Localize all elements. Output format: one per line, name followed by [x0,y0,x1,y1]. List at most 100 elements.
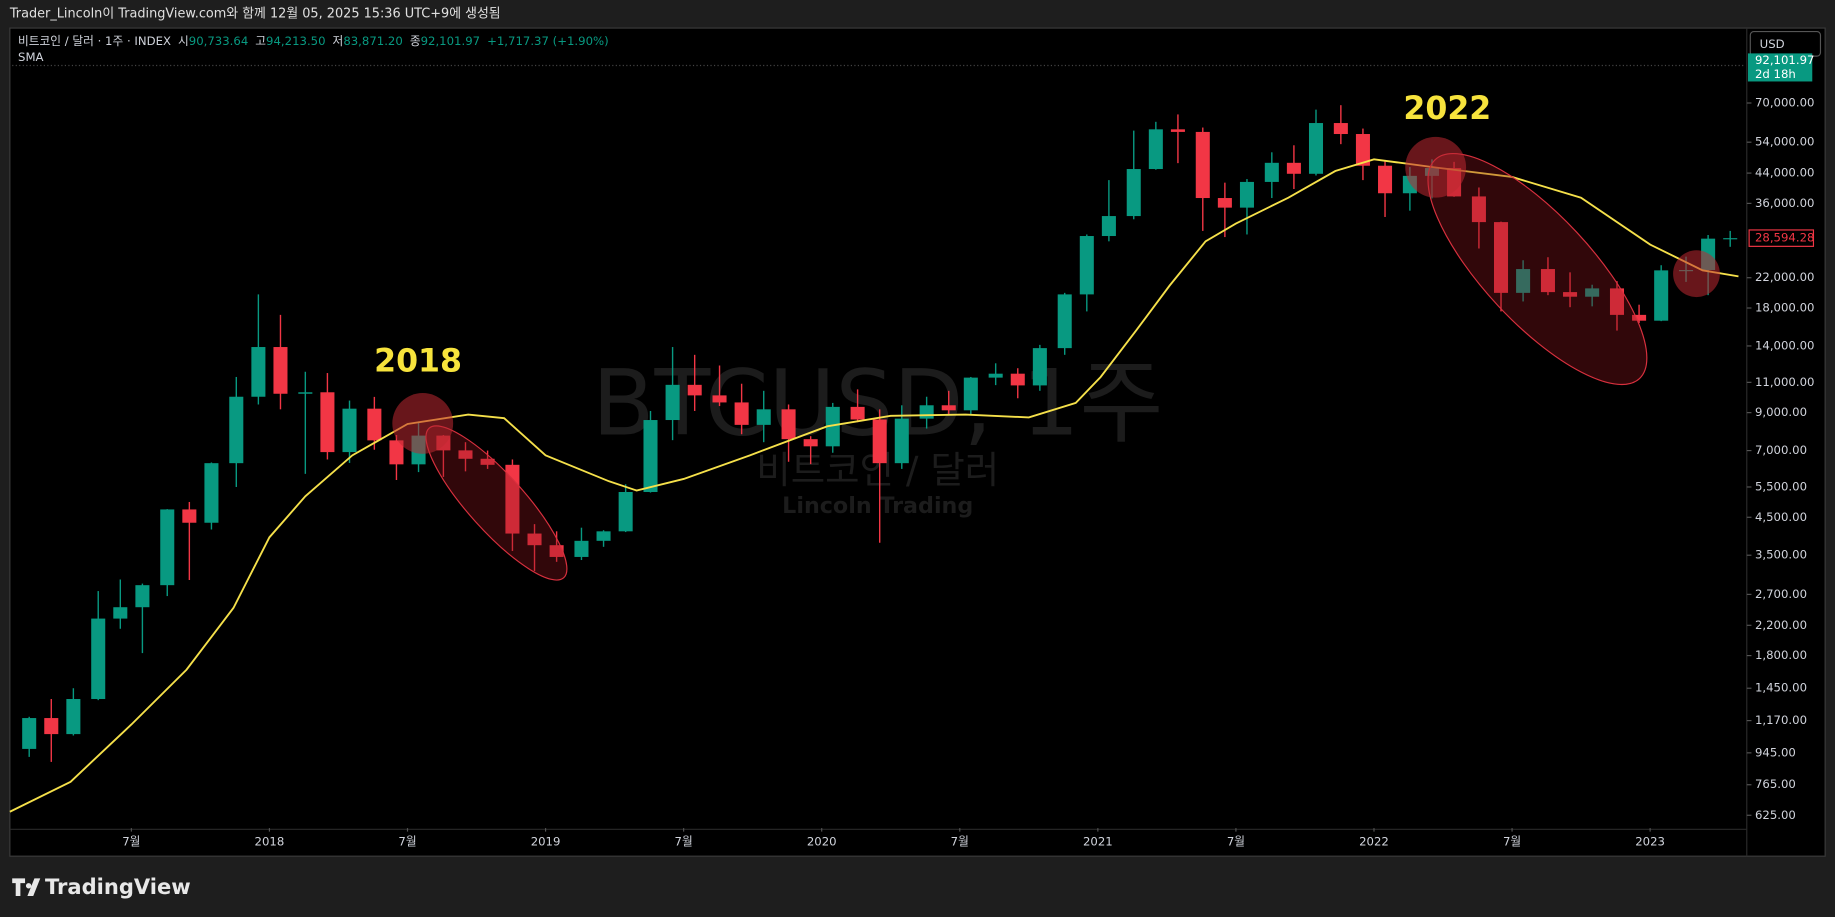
legend-label: 시 [178,33,189,47]
y-tick-label: 9,000.00 [1755,405,1807,419]
plot [9,105,1739,813]
candle-body [1563,292,1578,297]
candle-body [687,384,702,396]
y-tick-label: 765.00 [1755,777,1796,791]
y-tick-label: 22,000.00 [1755,270,1814,284]
candle-body [1264,162,1279,182]
candle-body [1101,216,1116,237]
candle-body [1010,373,1025,386]
candle-body [1378,165,1393,194]
y-tick-label: 1,170.00 [1755,713,1807,727]
y-tick-label: 44,000.00 [1755,166,1814,180]
candle-body [941,405,956,411]
chart-panel [9,27,1826,857]
candle-body [574,540,589,557]
y-tick-label: 14,000.00 [1755,338,1814,352]
candle-body [298,392,313,394]
y-tick-label: 1,450.00 [1755,681,1807,695]
candle-body [1723,238,1738,240]
candle-body [251,347,266,397]
candle-body [135,585,150,608]
candle-body [1217,198,1232,208]
candle-body [367,408,382,441]
candle-body [389,440,404,465]
currency-label[interactable]: USD [1760,37,1785,51]
y-tick-label: 11,000.00 [1755,375,1814,389]
legend-change: +1,717.37 (+1.90%) [487,33,609,47]
candle-body [665,384,680,421]
annotation: 2022 [1403,91,1491,127]
logo-icon [12,878,41,896]
candle-body [1632,314,1647,321]
candle-body [1195,131,1210,199]
x-tick-label: 2022 [1359,835,1389,849]
countdown: 2d 18h [1755,67,1796,81]
legend-value: 83,871.20 [343,33,402,47]
candle-body [66,699,81,735]
x-tick-label: 7월 [398,835,416,849]
candle-body [1516,269,1531,293]
x-tick-label: 7월 [1227,835,1245,849]
y-tick-label: 7,000.00 [1755,443,1807,457]
last-price-box [1747,53,1813,82]
candle-body [1540,269,1555,293]
candle-body [1286,162,1301,174]
brand: TradingView [45,874,191,899]
candle-body [91,618,106,700]
candle-body [204,463,219,523]
y-tick-label: 2,200.00 [1755,618,1807,632]
y-tick-label: 54,000.00 [1755,135,1814,149]
drawings [392,136,1720,581]
candle-body [1239,181,1254,208]
candle-body [1032,348,1047,386]
candle-body [712,395,727,403]
candle-body [527,533,542,546]
legend-label: 고 [255,33,266,47]
candle-body [1471,196,1486,223]
y-tick-label: 18,000.00 [1755,301,1814,315]
candle-body [1493,222,1509,293]
candle-body [113,607,128,619]
x-tick-label: 2021 [1083,835,1113,849]
candle-body [1654,270,1669,321]
candle-body [458,450,473,459]
candle-body [596,531,611,541]
legend-label: 저 [333,33,344,47]
candle-body [480,458,495,465]
x-tick-label: 7월 [122,835,140,849]
candle-body [781,409,796,440]
x-tick-label: 2019 [531,835,561,849]
x-tick-label: 7월 [1503,835,1521,849]
candle-body [229,396,244,464]
sma-line [9,158,1739,813]
header-text: Trader_Lincoln이 TradingView.com와 함께 12월 … [9,7,501,22]
annotation: 2018 [374,344,462,380]
marker-price-box [1748,229,1815,247]
footer: TradingView [12,874,191,899]
candle-body [643,420,658,493]
y-tick-label: 36,000.00 [1755,196,1814,210]
y-tick-label: 2,700.00 [1755,587,1807,601]
candle-body [320,392,335,453]
candle-body [618,492,633,532]
candle-body [850,406,865,420]
x-tick-label: 7월 [675,835,693,849]
highlight-circle [392,393,454,454]
indicator-name: SMA [18,50,44,64]
x-tick-label: 2020 [807,835,837,849]
candle-body [894,418,909,464]
legend-label: 종 [410,33,421,47]
candle-body [1585,288,1600,297]
legend: 비트코인 / 달러 · 1주 · INDEX 시90,733.64 고94,213.… [18,33,609,47]
y-tick-label: 4,500.00 [1755,510,1807,524]
legend-value: 90,733.64 [189,33,248,47]
x-tick-label: 2018 [255,835,285,849]
candle-body [1333,123,1348,135]
candle-body [1148,129,1163,170]
candle-body [872,419,887,464]
highlight-circle [1405,136,1467,198]
y-tick-label: 625.00 [1755,808,1796,822]
candle-body [1609,288,1625,315]
legend-symbol: 비트코인 / 달러 · 1주 · INDEX [18,33,171,47]
